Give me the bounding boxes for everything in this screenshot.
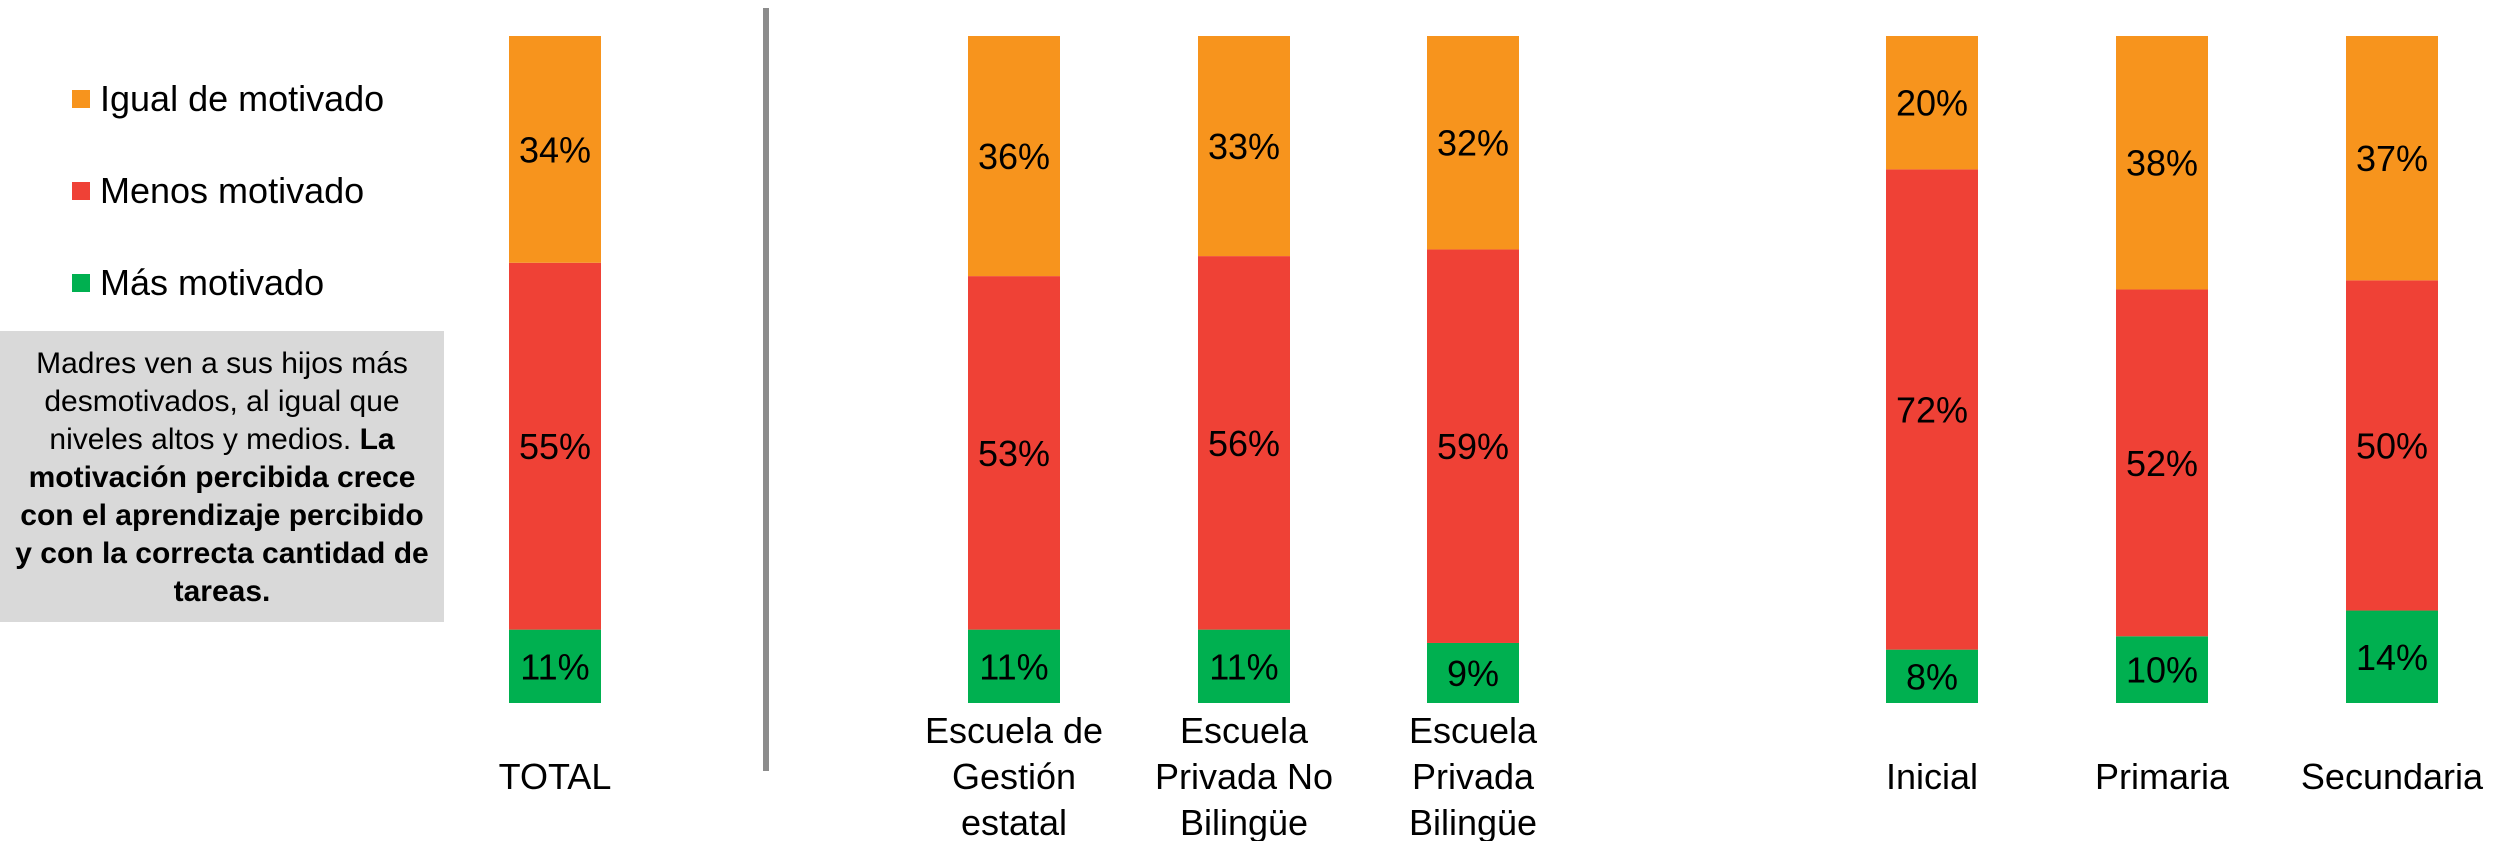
bar-mas-motivado-primaria [2116,636,2208,703]
bar-menos-motivado-primaria [2116,289,2208,637]
value-label-igual-de-motivado-escuela-privada-bilingue: 32% [1437,123,1509,164]
value-label-igual-de-motivado-primaria: 38% [2126,143,2198,184]
bar-mas-motivado-escuela-privada-no-bilingue [1198,629,1290,703]
legend-item-igual: Igual de motivado [72,76,384,122]
value-label-igual-de-motivado-total: 34% [519,129,591,170]
legend-label-menos: Menos motivado [100,170,365,211]
bar-menos-motivado-escuela-de-gestion-estatal [968,276,1060,630]
value-label-igual-de-motivado-escuela-de-gestion-estatal: 36% [978,136,1050,177]
bar-igual-de-motivado-inicial [1886,36,1978,170]
insight-note-text: Madres ven a sus hijos más desmotivados,… [36,347,408,456]
value-label-mas-motivado-escuela-privada-no-bilingue: 11% [1209,646,1278,687]
bar-igual-de-motivado-escuela-de-gestion-estatal [968,36,1060,277]
category-label-escuela-privada-no-bilingue: Escuela [1180,710,1309,751]
value-label-igual-de-motivado-secundaria: 37% [2356,138,2428,179]
category-label-escuela-de-gestion-estatal: Gestión [952,756,1076,797]
bar-igual-de-motivado-escuela-privada-bilingue [1427,36,1519,250]
bar-mas-motivado-escuela-de-gestion-estatal [968,629,1060,703]
value-label-mas-motivado-total: 11% [520,646,589,687]
category-label-secundaria: Secundaria [2301,756,2484,797]
value-label-menos-motivado-escuela-privada-bilingue: 59% [1437,426,1509,467]
value-label-mas-motivado-escuela-de-gestion-estatal: 11% [979,646,1048,687]
value-label-mas-motivado-secundaria: 14% [2356,637,2428,678]
value-label-mas-motivado-escuela-privada-bilingue: 9% [1447,653,1499,694]
legend-swatch-igual [72,90,90,108]
value-label-menos-motivado-escuela-privada-no-bilingue: 56% [1208,423,1280,464]
category-label-escuela-de-gestion-estatal: Escuela de [925,710,1103,751]
bar-menos-motivado-escuela-privada-bilingue [1427,249,1519,643]
bar-mas-motivado-escuela-privada-bilingue [1427,642,1519,703]
value-label-menos-motivado-escuela-de-gestion-estatal: 53% [978,433,1050,474]
category-label-escuela-privada-no-bilingue: Bilingüe [1180,802,1308,841]
category-label-primaria: Primaria [2095,756,2230,797]
bar-igual-de-motivado-total [509,36,601,263]
bar-igual-de-motivado-escuela-privada-no-bilingue [1198,36,1290,257]
value-label-menos-motivado-total: 55% [519,426,591,467]
legend-label-igual: Igual de motivado [100,78,385,119]
insight-note: Madres ven a sus hijos más desmotivados,… [0,331,444,622]
bar-menos-motivado-secundaria [2346,280,2438,611]
legend-swatch-menos [72,182,90,200]
insight-note-bold: La motivación percibida crece con el apr… [15,423,429,608]
legend-item-menos: Menos motivado [72,168,384,214]
category-label-escuela-privada-bilingue: Escuela [1409,710,1538,751]
category-label-inicial: Inicial [1886,756,1978,797]
bar-mas-motivado-secundaria [2346,610,2438,703]
bar-mas-motivado-total [509,629,601,703]
value-label-mas-motivado-primaria: 10% [2126,650,2198,691]
bar-menos-motivado-escuela-privada-no-bilingue [1198,256,1290,630]
value-label-igual-de-motivado-escuela-privada-no-bilingue: 33% [1208,126,1280,167]
category-label-escuela-privada-bilingue: Bilingüe [1409,802,1537,841]
value-label-menos-motivado-secundaria: 50% [2356,425,2428,466]
bar-igual-de-motivado-primaria [2116,36,2208,290]
category-label-escuela-privada-no-bilingue: Privada No [1155,756,1333,797]
category-label-escuela-de-gestion-estatal: estatal [961,802,1067,841]
category-label-escuela-privada-bilingue: Privada [1412,756,1535,797]
chart-legend: Igual de motivado Menos motivado Más mot… [72,76,384,352]
legend-swatch-mas [72,274,90,292]
legend-label-mas: Más motivado [100,262,325,303]
legend-item-mas: Más motivado [72,260,384,306]
bar-mas-motivado-inicial [1886,649,1978,703]
category-label-total: TOTAL [499,756,612,797]
value-label-menos-motivado-primaria: 52% [2126,443,2198,484]
bar-menos-motivado-inicial [1886,169,1978,650]
section-divider [763,8,769,771]
value-label-mas-motivado-inicial: 8% [1906,656,1958,697]
value-label-menos-motivado-inicial: 72% [1896,390,1968,431]
value-label-igual-de-motivado-inicial: 20% [1896,83,1968,124]
bar-igual-de-motivado-secundaria [2346,36,2438,281]
bar-menos-motivado-total [509,262,601,630]
